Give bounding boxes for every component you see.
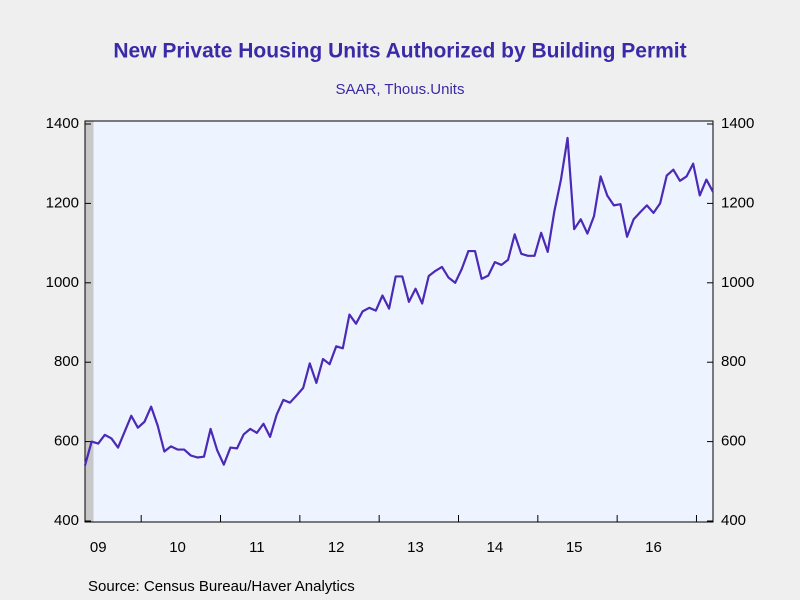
x-tick-label: 13 <box>407 539 424 556</box>
y2-tick-label: 1000 <box>721 274 754 291</box>
chart-title: New Private Housing Units Authorized by … <box>113 40 686 63</box>
data-line <box>83 136 714 466</box>
y-tick-label: 1000 <box>46 274 79 291</box>
x-tick-label: 14 <box>487 539 504 556</box>
y2-tick-label: 800 <box>721 353 746 370</box>
x-tick-label: 12 <box>328 539 345 556</box>
y-tick-label: 1400 <box>46 115 79 132</box>
y2-tick-label: 600 <box>721 433 746 450</box>
x-tick-label: 16 <box>645 539 662 556</box>
y-tick-label: 1200 <box>46 194 79 211</box>
x-tick-label: 09 <box>90 539 107 556</box>
x-tick-label: 10 <box>169 539 186 556</box>
y2-tick-label: 400 <box>721 512 746 529</box>
y-tick-label: 800 <box>54 353 79 370</box>
x-tick-label: 11 <box>249 539 265 556</box>
y-tick-label: 600 <box>54 433 79 450</box>
chart-subtitle: SAAR, Thous.Units <box>336 81 465 98</box>
x-tick-label: 15 <box>566 539 583 556</box>
y-tick-label: 400 <box>54 512 79 529</box>
y2-tick-label: 1200 <box>721 194 754 211</box>
plot-area <box>84 120 714 523</box>
y2-tick-label: 1400 <box>721 115 754 132</box>
recession-shading <box>85 121 94 522</box>
source-note: Source: Census Bureau/Haver Analytics <box>88 578 355 595</box>
